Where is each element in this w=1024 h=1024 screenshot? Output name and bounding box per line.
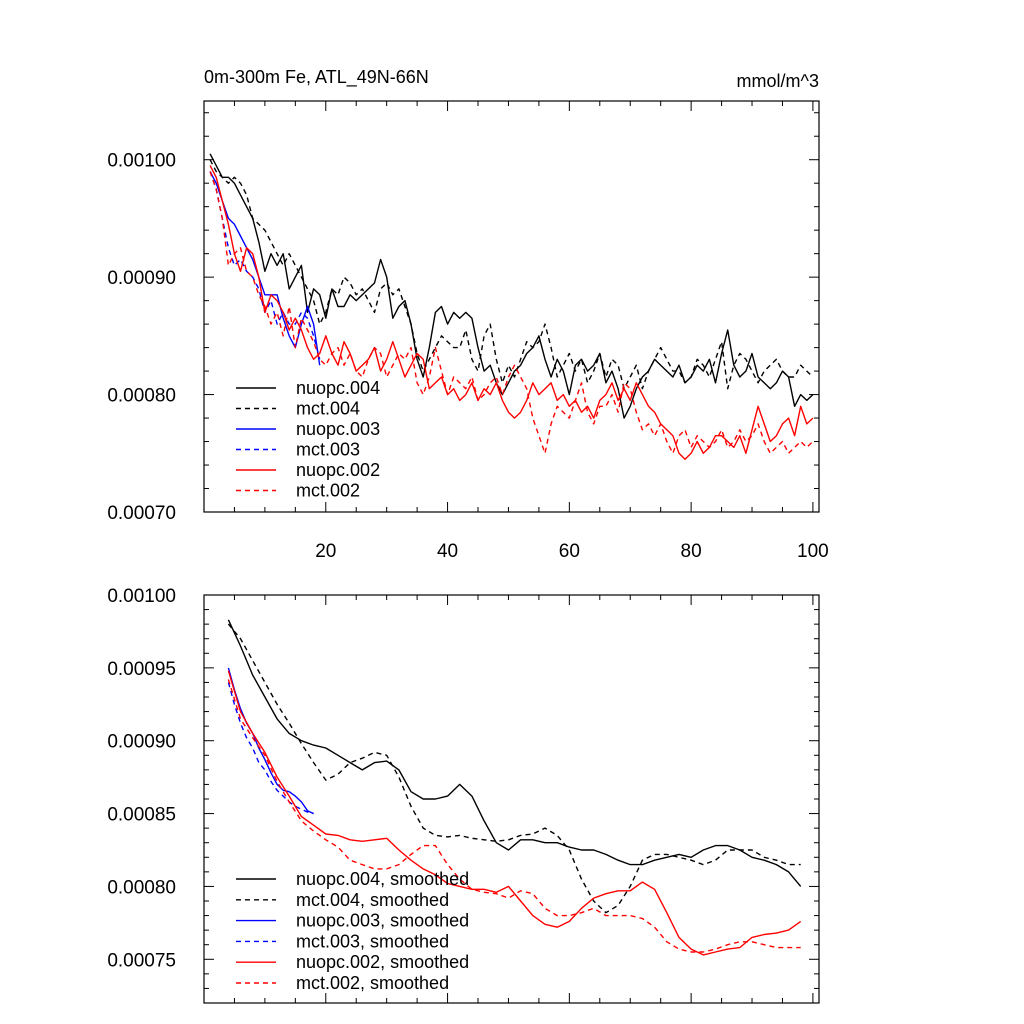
x-tick-label: 40	[437, 541, 458, 562]
top-series-lines	[209, 153, 814, 460]
legend-label: nuopc.003, smoothed	[296, 911, 469, 931]
legend-label: nuopc.002	[296, 460, 380, 480]
legend-label: mct.004	[296, 399, 360, 419]
series-line-nuopc-004-smoothed	[227, 619, 802, 887]
top-chart-units: mmol/m^3	[737, 71, 819, 91]
series-line-mct-004	[209, 159, 814, 390]
y-tick-label: 0.00100	[107, 586, 176, 607]
top-legend: nuopc.004mct.004nuopc.003mct.003nuopc.00…	[236, 378, 380, 501]
series-line-mct-003	[209, 171, 321, 360]
top-x-tick-labels: 20 40 60 80 100	[315, 541, 829, 562]
y-tick-label: 0.00095	[107, 659, 176, 680]
y-tick-label: 0.00090	[107, 268, 176, 289]
series-line-nuopc-004	[209, 153, 814, 419]
top-axis-ticks	[204, 101, 819, 513]
x-tick-label: 100	[797, 541, 829, 562]
bottom-series-lines	[227, 619, 802, 956]
series-line-mct-004-smoothed	[227, 623, 801, 914]
y-tick-label: 0.00090	[107, 732, 176, 753]
bottom-y-tick-labels: 0.00075 0.00080 0.00085 0.00090 0.00095 0.001…	[107, 586, 176, 971]
legend-label: mct.004, smoothed	[296, 890, 449, 910]
legend-label: nuopc.002, smoothed	[296, 952, 469, 972]
series-line-nuopc-002	[209, 165, 814, 460]
y-tick-label: 0.00085	[107, 805, 176, 826]
legend-label: mct.003, smoothed	[296, 931, 449, 951]
top-plot-frame	[203, 100, 820, 513]
legend-label: mct.002, smoothed	[296, 973, 449, 993]
y-tick-label: 0.00080	[107, 877, 176, 898]
legend-label: nuopc.004	[296, 378, 380, 398]
legend-label: mct.003	[296, 440, 360, 460]
y-tick-label: 0.00075	[107, 950, 176, 971]
top-chart-title: 0m-300m Fe, ATL_49N-66N	[204, 67, 429, 88]
series-line-mct-003-smoothed	[227, 682, 314, 815]
bottom-axis-ticks	[204, 594, 819, 1004]
y-tick-label: 0.00070	[107, 503, 176, 524]
series-line-nuopc-003-smoothed	[227, 667, 314, 815]
x-tick-label: 20	[315, 541, 336, 562]
legend-label: mct.002	[296, 481, 360, 501]
legend-label: nuopc.004, smoothed	[296, 869, 469, 889]
legend-label: nuopc.003	[296, 419, 380, 439]
top-y-tick-labels: 0.00070 0.00080 0.00090 0.00100	[107, 151, 176, 524]
series-line-nuopc-002-smoothed	[227, 670, 802, 956]
series-line-nuopc-003	[209, 171, 321, 366]
x-tick-label: 80	[681, 541, 702, 562]
y-tick-label: 0.00100	[107, 151, 176, 172]
x-tick-label: 60	[559, 541, 580, 562]
bottom-plot-frame	[203, 594, 820, 1004]
top-panel: 0m-300m Fe, ATL_49N-66N mmol/m^3 0.00070…	[107, 67, 828, 562]
y-tick-label: 0.00080	[107, 386, 176, 407]
bottom-panel: 0.00075 0.00080 0.00085 0.00090 0.00095 0.001…	[107, 586, 820, 1004]
